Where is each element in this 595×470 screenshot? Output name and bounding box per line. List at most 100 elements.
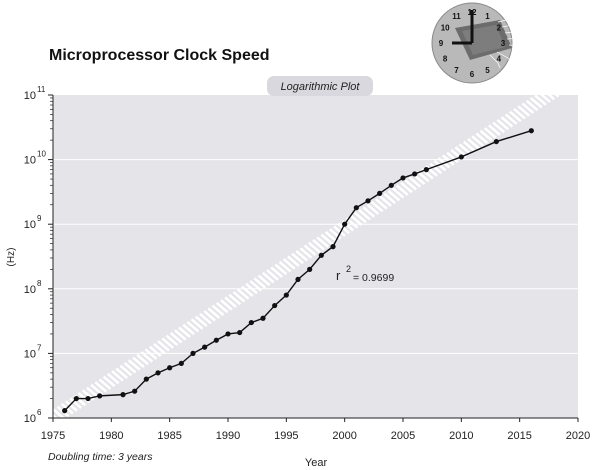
trend-stripe — [320, 233, 334, 246]
trend-stripe — [546, 95, 560, 98]
trend-stripe — [333, 225, 346, 237]
trend-stripe — [169, 331, 183, 344]
trend-stripe — [178, 326, 191, 338]
trend-stripe — [98, 378, 112, 390]
x-axis-label: Year — [305, 457, 328, 469]
trend-stripe — [215, 301, 229, 314]
x-tick-label: 2010 — [449, 430, 473, 442]
x-tick-label: 2015 — [507, 430, 531, 442]
grid-lines — [53, 159, 578, 354]
trend-stripe — [136, 353, 149, 366]
trend-stripe — [274, 263, 288, 276]
trend-stripe — [525, 99, 539, 112]
trend-stripe — [236, 288, 250, 300]
trend-stripe — [488, 124, 501, 136]
chart-title: Microprocessor Clock Speed — [49, 47, 270, 64]
data-point — [132, 388, 138, 394]
trend-stripe — [199, 312, 212, 325]
data-point — [412, 171, 418, 177]
x-tick-label: 2000 — [332, 430, 356, 442]
trend-stripe — [552, 82, 563, 96]
y-tick-exponent: 9 — [37, 214, 42, 223]
data-point — [213, 337, 219, 343]
trend-stripe — [500, 116, 514, 128]
trend-stripe — [408, 176, 422, 188]
trend-stripe — [568, 71, 579, 85]
trend-stripe — [492, 121, 505, 134]
trend-stripe — [560, 77, 571, 91]
trend-stripe — [245, 282, 258, 295]
trend-stripe — [270, 266, 283, 278]
x-tick-label: 1990 — [216, 430, 240, 442]
y-tick-label: 10 — [24, 219, 36, 231]
data-point — [120, 392, 126, 398]
clock-number: 2 — [497, 24, 502, 33]
trend-stripe — [328, 228, 342, 240]
data-point — [342, 221, 348, 227]
trend-stripe — [483, 127, 497, 139]
x-tick-label: 2005 — [391, 430, 415, 442]
trend-stripe — [106, 372, 120, 385]
trend-stripe — [190, 318, 204, 330]
trend-stripe — [556, 79, 567, 93]
trend-stripe — [266, 269, 279, 281]
trend-stripe — [119, 364, 133, 377]
trend-stripe — [53, 411, 62, 418]
trend-stripe — [521, 102, 535, 114]
trend-stripe — [467, 137, 480, 150]
y-tick-exponent: 10 — [37, 150, 46, 159]
r-squared-symbol: r — [336, 268, 341, 283]
trend-stripe — [337, 222, 350, 235]
trend-stripe — [299, 247, 313, 259]
trend-stripe — [253, 277, 267, 289]
trend-band — [53, 71, 579, 418]
data-point — [318, 252, 324, 258]
data-point — [400, 175, 406, 181]
trend-stripe — [86, 386, 99, 399]
trend-stripe — [479, 129, 493, 142]
data-point — [377, 190, 383, 196]
y-tick-exponent: 8 — [37, 279, 42, 288]
trend-stripe — [395, 184, 409, 196]
data-point — [155, 370, 161, 376]
data-point — [272, 302, 278, 309]
y-tick-label: 10 — [24, 155, 36, 167]
trend-stripe — [458, 143, 472, 155]
y-tick-exponent: 11 — [37, 85, 46, 94]
y-tick-exponent: 7 — [37, 343, 42, 352]
trend-stripe — [362, 206, 376, 218]
trend-stripe — [148, 345, 162, 358]
trend-stripe — [354, 211, 367, 224]
trend-stripe — [94, 381, 108, 393]
data-point — [365, 198, 371, 204]
trend-stripe — [307, 241, 321, 254]
y-tick-label: 10 — [24, 413, 36, 425]
trend-stripe — [224, 296, 237, 308]
data-point — [97, 393, 103, 399]
r-squared-value: = 0.9699 — [353, 272, 394, 284]
clock-number: 6 — [470, 70, 475, 79]
data-point — [388, 182, 394, 188]
trend-stripe — [161, 337, 175, 349]
y-tick-label: 10 — [24, 348, 36, 360]
data-point — [143, 376, 149, 382]
trend-stripe — [240, 285, 254, 298]
trend-stripe — [383, 192, 397, 205]
trend-stripe — [446, 151, 459, 164]
data-point — [167, 365, 173, 371]
data-point — [423, 167, 429, 173]
trend-stripe — [249, 280, 263, 292]
trend-stripe — [291, 252, 304, 265]
data-point — [458, 154, 464, 160]
clock-number: 8 — [443, 55, 448, 64]
data-point — [528, 128, 534, 134]
trend-stripe — [534, 95, 547, 106]
y-tick-label: 10 — [24, 284, 36, 296]
trend-stripe — [140, 351, 154, 363]
trend-stripe — [366, 203, 380, 216]
data-point — [307, 266, 313, 272]
data-point — [248, 319, 254, 326]
data-point — [73, 395, 79, 402]
trend-stripe — [358, 209, 371, 221]
